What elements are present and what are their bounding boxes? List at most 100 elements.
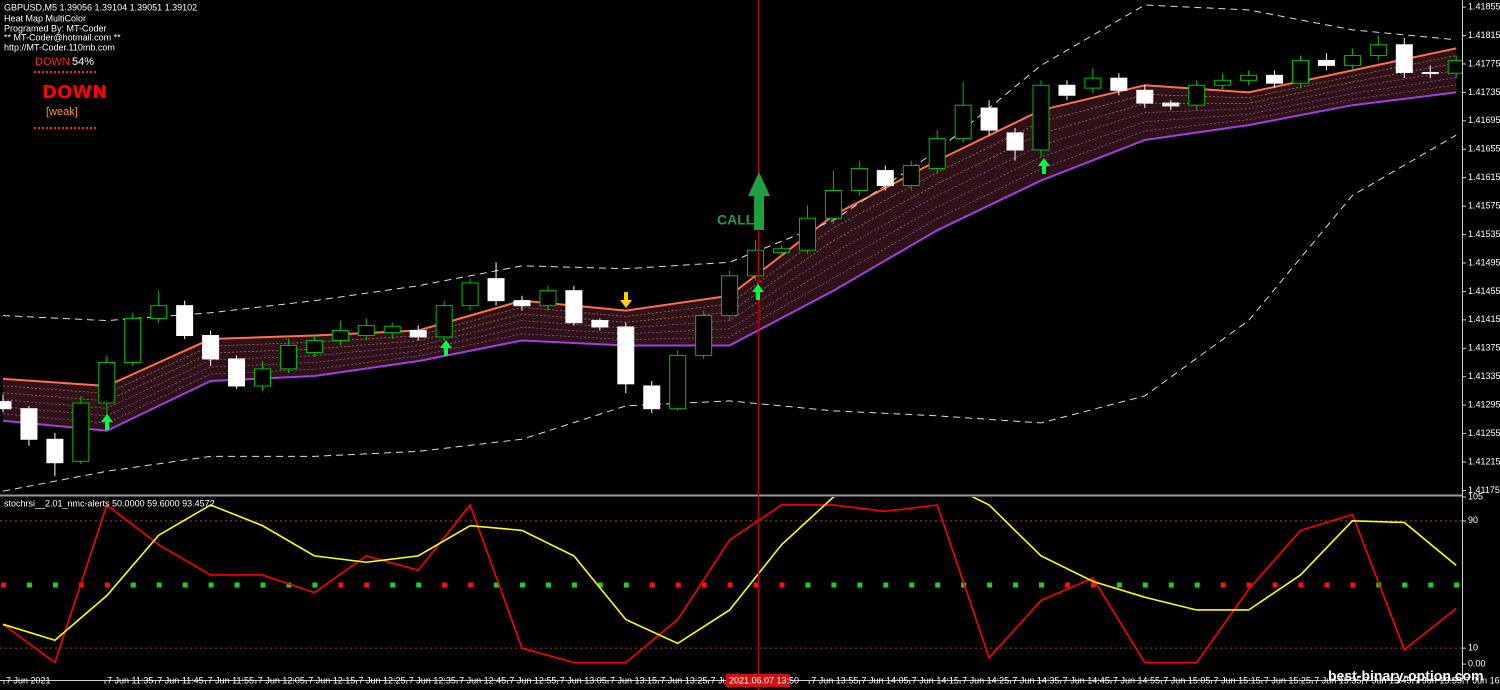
x-tick-label: 7 Jun 14:35 <box>1012 675 1059 685</box>
heatmap-line <box>2 55 1457 394</box>
candle-body <box>591 320 609 328</box>
level-dot <box>1298 582 1304 588</box>
x-tick-label: 7 Jun 12:45 <box>459 675 506 685</box>
signal-big: DOWN <box>42 82 107 103</box>
level-dot <box>364 582 370 588</box>
level-dot <box>312 582 318 588</box>
level-dot <box>1194 582 1200 588</box>
candle-body <box>539 290 557 307</box>
candle-body <box>461 282 479 307</box>
candle-body <box>331 330 349 341</box>
cursor-label: 2021.06.07 13:50 <box>729 675 799 685</box>
oscillator-line <box>2 503 1457 664</box>
candle-body <box>1395 44 1413 74</box>
candle-body <box>1343 54 1361 66</box>
level-dot <box>935 582 941 588</box>
candle-body <box>279 344 297 370</box>
x-tick-label: 7 Jun 15:15 <box>1214 675 1261 685</box>
candle-body <box>565 290 583 324</box>
direction-label: DOWN <box>35 56 70 68</box>
y-tick-label: 1.41295 <box>1468 400 1500 410</box>
level-dot <box>1 582 6 588</box>
y-tick-label: 1.41215 <box>1468 456 1500 466</box>
level-dot <box>1350 582 1356 588</box>
candle-body <box>1006 132 1024 151</box>
call-label: CALL <box>717 212 755 228</box>
x-tick-label: 7 Jun 15:55 <box>1415 675 1462 685</box>
y-tick-label: 105 <box>1468 491 1483 501</box>
candle-body <box>669 354 687 410</box>
x-tick-label: 7 Jun 12:35 <box>409 675 456 685</box>
level-dot <box>831 582 837 588</box>
candle-body <box>617 326 635 385</box>
level-dot <box>1428 582 1434 588</box>
y-tick-label: 90 <box>1468 515 1478 525</box>
candle-body <box>1266 74 1284 84</box>
level-dot <box>182 582 188 588</box>
email: ** MT-Coder@hotmail.com ** <box>4 32 121 42</box>
level-dot <box>1272 582 1278 588</box>
level-dot <box>1324 582 1330 588</box>
level-dot <box>286 582 292 588</box>
indicator-name: Heat Map MultiColor <box>4 13 86 23</box>
level-dot <box>1454 582 1460 588</box>
level-dot <box>156 582 162 588</box>
x-tick-label: 7 Jun 14:05 <box>862 675 909 685</box>
x-tick-label: 7 Jun 14:45 <box>1063 675 1110 685</box>
candle-body <box>876 170 894 187</box>
candle-body <box>643 385 661 410</box>
signal-arrows <box>101 158 1050 430</box>
candle-body <box>46 438 64 464</box>
direction-percent: 54% <box>72 56 94 68</box>
level-dot <box>623 582 629 588</box>
candle-body <box>124 317 142 364</box>
x-tick-label: 7 Jun 16:05 <box>1465 675 1500 685</box>
candle-body <box>305 339 323 354</box>
band-line <box>2 134 1457 492</box>
y-tick-label: 1.41855 <box>1468 1 1500 11</box>
candle-body <box>773 248 790 253</box>
y-tick-label: 1.41735 <box>1468 87 1500 97</box>
candle-body <box>0 401 12 410</box>
candle-body <box>928 138 946 169</box>
x-tick-label: 7 Jun 15:35 <box>1314 675 1361 685</box>
level-dot <box>909 582 915 588</box>
candle-body <box>513 300 531 307</box>
level-dot <box>78 582 84 588</box>
candle-body <box>1084 77 1102 89</box>
level-dot <box>494 582 500 588</box>
ma-line <box>2 91 1457 432</box>
level-dot <box>1090 582 1096 588</box>
candle-body <box>824 189 842 219</box>
level-dot <box>883 582 889 588</box>
level-dot <box>1013 582 1019 588</box>
candle-body <box>202 334 220 360</box>
candle-body <box>1292 59 1309 84</box>
down-arrow <box>620 292 632 308</box>
candle-body <box>1162 102 1180 107</box>
info-block: GBPUSD,M5 1.39056 1.39104 1.39051 1.3910… <box>4 2 197 129</box>
candle-body <box>254 368 271 387</box>
candle-body <box>1421 72 1439 75</box>
candle-body <box>850 167 868 191</box>
x-tick-label: 7 Jun 13:15 <box>610 675 657 685</box>
x-tick-label: 7 Jun 14:55 <box>1113 675 1160 685</box>
level-dot <box>987 582 993 588</box>
level-dot <box>1116 582 1122 588</box>
level-dot <box>571 582 577 588</box>
candle-body <box>1032 84 1050 151</box>
level-dot <box>753 582 759 588</box>
candle-body <box>1136 89 1154 104</box>
candle-body <box>1369 44 1387 56</box>
level-dot <box>390 582 396 588</box>
level-dot <box>1220 582 1226 588</box>
x-tick-label: 7 Jun 15:25 <box>1264 675 1311 685</box>
level-dot <box>805 582 811 588</box>
candle-body <box>150 305 168 319</box>
heatmap-line <box>2 70 1457 409</box>
candle-body <box>695 315 713 356</box>
candle-body <box>357 325 375 336</box>
level-dot <box>130 582 136 588</box>
y-tick-label: 1.41335 <box>1468 371 1500 381</box>
call-arrow <box>748 172 770 230</box>
